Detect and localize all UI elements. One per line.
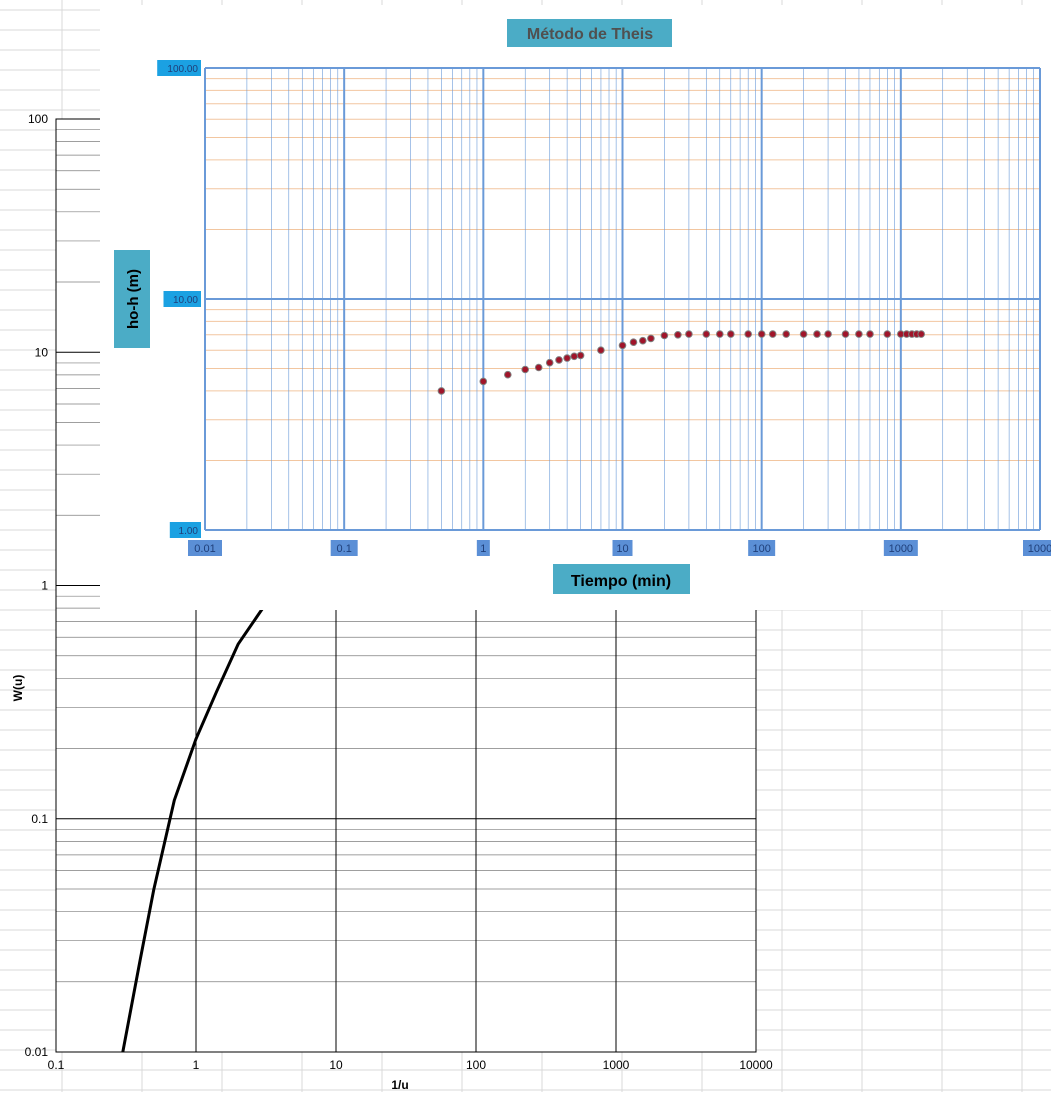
overlay-data-point bbox=[799, 330, 808, 338]
main-chart-ylabel: W(u) bbox=[11, 675, 25, 702]
overlay-data-point bbox=[855, 330, 863, 338]
overlay-xtick-label: 0.01 bbox=[194, 543, 215, 555]
overlay-xtick-box bbox=[476, 540, 490, 556]
main-xtick-label: 100 bbox=[466, 1058, 486, 1072]
overlay-xtick-box bbox=[612, 540, 633, 556]
overlay-chart-points bbox=[437, 330, 926, 395]
overlay-xtick-label: 0.1 bbox=[337, 543, 352, 555]
overlay-ytick-box bbox=[157, 60, 201, 76]
overlay-data-point bbox=[782, 330, 791, 338]
main-xtick-label: 1 bbox=[193, 1058, 200, 1072]
overlay-data-point bbox=[545, 358, 554, 367]
overlay-xtick-box bbox=[188, 540, 222, 556]
overlay-data-point bbox=[757, 330, 766, 338]
main-xtick-label: 10 bbox=[329, 1058, 343, 1072]
overlay-ytick-label: 10.00 bbox=[173, 295, 198, 306]
overlay-xtick-box bbox=[1023, 540, 1051, 556]
overlay-data-point bbox=[768, 330, 777, 338]
overlay-chart-xlabel: Tiempo (min) bbox=[571, 573, 671, 590]
main-ytick-label: 1 bbox=[41, 579, 48, 593]
metodo-de-theis-chart[interactable]: 0.01 0.1 1 10 100 1000 1000 1.00 10.00 100.00 Mét… bbox=[100, 5, 1051, 610]
overlay-data-point bbox=[534, 363, 543, 372]
main-xtick-label: 10000 bbox=[739, 1058, 773, 1072]
overlay-data-point bbox=[660, 331, 669, 340]
overlay-chart-title: Método de Theis bbox=[527, 26, 653, 43]
main-xtick-label: 0.1 bbox=[48, 1058, 65, 1072]
overlay-chart-grid bbox=[204, 67, 1041, 531]
overlay-data-point bbox=[866, 330, 874, 338]
main-ytick-label: 100 bbox=[28, 112, 48, 126]
overlay-data-point bbox=[563, 354, 571, 362]
overlay-chart-area bbox=[100, 5, 1051, 610]
overlay-data-point bbox=[813, 330, 821, 338]
overlay-ylabel-box bbox=[114, 250, 150, 348]
overlay-data-point bbox=[555, 356, 563, 364]
main-chart-xlabel: 1/u bbox=[391, 1078, 408, 1092]
overlay-xtick-box bbox=[330, 540, 358, 556]
overlay-xtick-label: 10 bbox=[616, 543, 628, 555]
overlay-ytick-box bbox=[169, 522, 201, 538]
overlay-title-box bbox=[507, 19, 672, 47]
overlay-data-point bbox=[479, 377, 488, 386]
overlay-data-point bbox=[917, 330, 926, 338]
overlay-data-point bbox=[685, 330, 693, 338]
overlay-data-point bbox=[727, 330, 735, 338]
overlay-data-point bbox=[570, 352, 579, 361]
main-xtick-label: 1000 bbox=[603, 1058, 630, 1072]
overlay-xtick-label: 1000 bbox=[1028, 543, 1051, 555]
overlay-xtick-box bbox=[883, 540, 918, 556]
overlay-ytick-box bbox=[163, 291, 201, 307]
overlay-data-point bbox=[576, 351, 585, 360]
overlay-xlabel-box bbox=[553, 564, 690, 594]
overlay-data-point bbox=[716, 330, 724, 338]
overlay-data-point bbox=[674, 331, 682, 339]
overlay-xtick-label: 1000 bbox=[889, 543, 913, 555]
main-ytick-label: 0.01 bbox=[25, 1045, 49, 1059]
overlay-data-point bbox=[702, 330, 711, 338]
overlay-data-point bbox=[841, 330, 850, 338]
overlay-data-point bbox=[744, 330, 753, 338]
overlay-data-point bbox=[437, 387, 446, 395]
overlay-data-point bbox=[883, 330, 892, 338]
overlay-xtick-label: 100 bbox=[752, 543, 770, 555]
overlay-xtick-box bbox=[748, 540, 776, 556]
overlay-data-point bbox=[521, 365, 530, 374]
overlay-data-point bbox=[618, 341, 627, 350]
overlay-data-point bbox=[639, 336, 647, 345]
overlay-chart-tick-labels: 0.01 0.1 1 10 100 1000 1000 1.00 10.00 100.00 bbox=[157, 60, 1051, 556]
main-ytick-label: 10 bbox=[35, 345, 49, 359]
overlay-data-point bbox=[629, 338, 638, 347]
overlay-data-point bbox=[647, 334, 655, 343]
overlay-ytick-label: 100.00 bbox=[167, 64, 198, 75]
overlay-chart-ylabel: ho-h (m) bbox=[125, 269, 142, 329]
overlay-data-point bbox=[504, 370, 512, 379]
overlay-data-point bbox=[824, 330, 832, 338]
overlay-ytick-label: 1.00 bbox=[179, 526, 199, 537]
overlay-xtick-label: 1 bbox=[480, 543, 486, 555]
main-ytick-label: 0.1 bbox=[31, 812, 48, 826]
overlay-data-point bbox=[597, 346, 605, 355]
